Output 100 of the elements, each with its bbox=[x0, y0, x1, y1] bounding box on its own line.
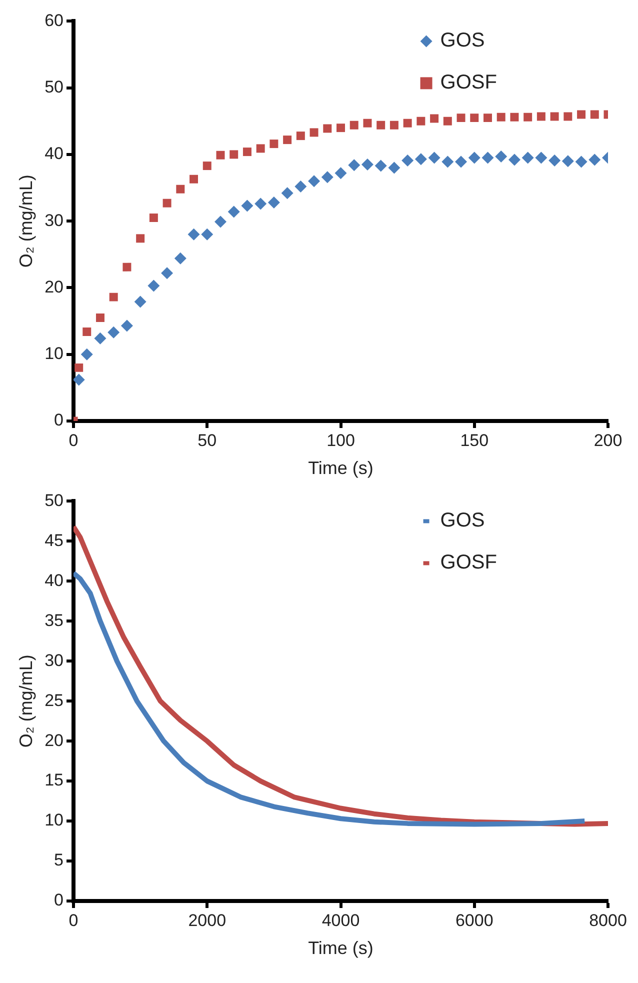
point bbox=[403, 118, 412, 128]
point bbox=[122, 262, 132, 272]
point bbox=[321, 171, 334, 184]
point bbox=[361, 158, 374, 170]
y-tick-label: 20 bbox=[44, 730, 64, 750]
y-tick-label: 0 bbox=[54, 890, 64, 910]
point bbox=[214, 216, 226, 228]
point bbox=[428, 152, 440, 164]
point bbox=[162, 198, 172, 208]
point bbox=[294, 180, 307, 192]
point bbox=[550, 112, 559, 121]
point bbox=[96, 313, 104, 322]
x-tick-label: 0 bbox=[68, 910, 78, 930]
y-tick-label: 10 bbox=[44, 344, 64, 364]
point bbox=[588, 154, 601, 166]
x-tick-label: 200 bbox=[594, 430, 622, 450]
point bbox=[455, 156, 468, 168]
legend-label: GOSF bbox=[440, 72, 497, 94]
y-tick-label: 20 bbox=[44, 277, 64, 296]
point bbox=[376, 120, 386, 130]
point bbox=[496, 112, 506, 122]
point bbox=[456, 114, 466, 122]
y-tick-label: 50 bbox=[44, 490, 64, 510]
point bbox=[535, 152, 548, 164]
point bbox=[390, 120, 398, 130]
point bbox=[176, 184, 185, 194]
y-axis-title: O₂ (mg/mL) bbox=[16, 654, 36, 748]
point bbox=[270, 140, 278, 148]
x-tick-label: 50 bbox=[198, 430, 217, 450]
point bbox=[188, 228, 200, 240]
point bbox=[482, 152, 494, 164]
point bbox=[483, 114, 492, 122]
point bbox=[414, 153, 427, 166]
point bbox=[149, 214, 158, 222]
point bbox=[334, 167, 347, 180]
y-axis-title: O₂ (mg/mL) bbox=[16, 174, 36, 268]
point bbox=[575, 156, 588, 168]
point bbox=[363, 118, 372, 128]
point bbox=[562, 155, 574, 168]
point bbox=[548, 154, 561, 166]
point bbox=[281, 187, 294, 200]
point bbox=[120, 320, 133, 332]
point bbox=[136, 234, 145, 243]
y-tick-label: 50 bbox=[44, 78, 64, 97]
y-tick-label: 45 bbox=[44, 530, 64, 550]
point bbox=[283, 136, 292, 144]
point bbox=[94, 332, 106, 344]
point bbox=[430, 114, 439, 123]
point bbox=[524, 112, 532, 122]
point bbox=[495, 150, 508, 162]
point bbox=[216, 150, 225, 160]
point bbox=[148, 280, 160, 292]
point bbox=[202, 162, 212, 170]
x-tick-label: 150 bbox=[460, 430, 489, 450]
point bbox=[190, 174, 198, 184]
point bbox=[323, 124, 332, 133]
point bbox=[228, 206, 240, 218]
point bbox=[402, 154, 414, 166]
point bbox=[82, 327, 92, 336]
point bbox=[74, 363, 84, 372]
x-tick-label: 8000 bbox=[589, 910, 627, 930]
point bbox=[241, 200, 254, 212]
point bbox=[443, 116, 452, 126]
x-tick-label: 4000 bbox=[322, 910, 360, 930]
y-tick-label: 35 bbox=[44, 610, 64, 630]
x-tick-label: 100 bbox=[326, 430, 355, 450]
point bbox=[256, 144, 265, 153]
point bbox=[174, 252, 186, 264]
x-axis-title: Time (s) bbox=[308, 938, 374, 958]
point bbox=[201, 228, 214, 240]
point bbox=[108, 326, 120, 338]
point bbox=[109, 292, 118, 302]
point bbox=[80, 348, 93, 360]
point bbox=[388, 162, 400, 174]
point bbox=[134, 296, 146, 308]
point bbox=[577, 110, 586, 119]
point bbox=[564, 112, 572, 121]
x-tick-label: 6000 bbox=[455, 910, 494, 930]
point bbox=[336, 124, 345, 132]
point bbox=[510, 112, 519, 122]
y-tick-label: 40 bbox=[44, 144, 64, 164]
point bbox=[468, 152, 480, 164]
point bbox=[508, 154, 520, 166]
legend-label: GOS bbox=[440, 30, 485, 52]
y-tick-label: 30 bbox=[44, 210, 64, 230]
y-tick-label: 40 bbox=[44, 570, 64, 590]
point bbox=[268, 196, 280, 208]
point bbox=[536, 112, 546, 121]
point bbox=[308, 175, 320, 188]
y-tick-label: 30 bbox=[44, 650, 64, 670]
point bbox=[350, 120, 358, 130]
point bbox=[348, 159, 360, 172]
point bbox=[522, 152, 534, 164]
y-tick-label: 60 bbox=[44, 10, 64, 30]
y-tick-label: 15 bbox=[44, 770, 64, 790]
point bbox=[296, 132, 305, 140]
y-tick-label: 0 bbox=[54, 410, 64, 430]
point bbox=[230, 150, 238, 159]
point bbox=[470, 114, 479, 122]
point bbox=[374, 160, 387, 172]
